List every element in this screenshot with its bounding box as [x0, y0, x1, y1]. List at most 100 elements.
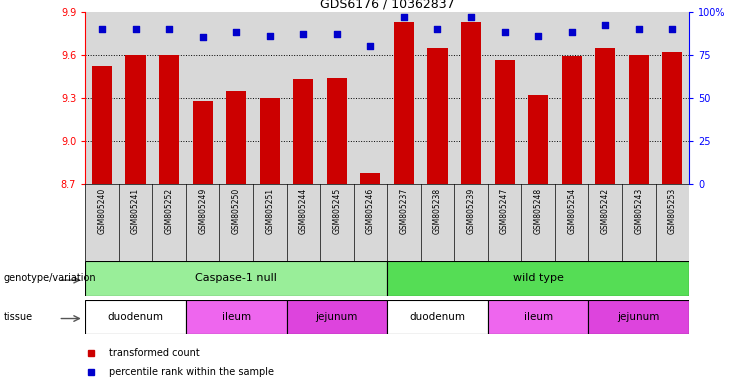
Bar: [628, 55, 649, 184]
Text: GSM805245: GSM805245: [333, 188, 342, 234]
Point: [96, 26, 108, 32]
Bar: [226, 91, 246, 184]
Bar: [360, 173, 380, 184]
Bar: [320, 12, 353, 184]
Bar: [421, 12, 454, 184]
Text: duodenum: duodenum: [410, 312, 465, 322]
Text: GSM805244: GSM805244: [299, 188, 308, 234]
Text: Caspase-1 null: Caspase-1 null: [196, 273, 277, 283]
Point: [196, 34, 208, 40]
Title: GDS6176 / 10362837: GDS6176 / 10362837: [320, 0, 454, 10]
Bar: [622, 12, 656, 184]
Point: [633, 26, 645, 32]
Bar: [488, 300, 588, 334]
Point: [465, 13, 477, 20]
Bar: [662, 52, 682, 184]
Text: percentile rank within the sample: percentile rank within the sample: [110, 367, 274, 377]
Bar: [461, 22, 481, 184]
Text: GSM805237: GSM805237: [399, 188, 408, 234]
Text: genotype/variation: genotype/variation: [4, 273, 96, 283]
Bar: [387, 12, 421, 184]
Bar: [327, 78, 347, 184]
Point: [666, 26, 678, 32]
Bar: [353, 184, 387, 261]
Bar: [119, 12, 153, 184]
Bar: [253, 12, 287, 184]
Text: GSM805242: GSM805242: [601, 188, 610, 234]
Bar: [259, 98, 280, 184]
Text: jejunum: jejunum: [316, 312, 358, 322]
Bar: [454, 184, 488, 261]
Bar: [428, 48, 448, 184]
Bar: [153, 12, 186, 184]
Text: GSM805243: GSM805243: [634, 188, 643, 234]
Text: GSM805250: GSM805250: [232, 188, 241, 234]
Bar: [287, 300, 387, 334]
Point: [264, 33, 276, 39]
Bar: [555, 12, 588, 184]
Bar: [253, 184, 287, 261]
Bar: [595, 48, 615, 184]
Point: [599, 22, 611, 28]
Text: ileum: ileum: [222, 312, 250, 322]
Text: GSM805247: GSM805247: [500, 188, 509, 234]
Point: [499, 29, 511, 35]
Point: [130, 26, 142, 32]
Point: [297, 31, 309, 37]
Bar: [85, 12, 119, 184]
Bar: [387, 184, 421, 261]
Bar: [186, 184, 219, 261]
Bar: [193, 101, 213, 184]
Bar: [287, 12, 320, 184]
Text: tissue: tissue: [4, 312, 33, 322]
Bar: [588, 184, 622, 261]
Bar: [85, 261, 387, 296]
Bar: [320, 184, 353, 261]
Bar: [159, 55, 179, 184]
Point: [398, 13, 410, 20]
Bar: [219, 184, 253, 261]
Text: GSM805241: GSM805241: [131, 188, 140, 234]
Bar: [394, 22, 414, 184]
Text: GSM805254: GSM805254: [567, 188, 576, 234]
Text: transformed count: transformed count: [110, 348, 200, 358]
Bar: [85, 300, 186, 334]
Text: GSM805246: GSM805246: [366, 188, 375, 234]
Point: [365, 43, 376, 49]
Text: ileum: ileum: [524, 312, 553, 322]
Bar: [85, 184, 119, 261]
Bar: [454, 12, 488, 184]
Bar: [219, 12, 253, 184]
Text: jejunum: jejunum: [617, 312, 660, 322]
Bar: [522, 12, 555, 184]
Bar: [287, 184, 320, 261]
Point: [163, 26, 175, 32]
Text: wild type: wild type: [513, 273, 564, 283]
Bar: [488, 12, 522, 184]
Point: [431, 26, 443, 32]
Bar: [186, 300, 287, 334]
Bar: [92, 66, 112, 184]
Bar: [293, 79, 313, 184]
Bar: [153, 184, 186, 261]
Bar: [522, 184, 555, 261]
Text: duodenum: duodenum: [107, 312, 164, 322]
Text: GSM805251: GSM805251: [265, 188, 274, 234]
Bar: [421, 184, 454, 261]
Text: GSM805249: GSM805249: [198, 188, 207, 234]
Bar: [528, 95, 548, 184]
Bar: [125, 55, 145, 184]
Text: GSM805252: GSM805252: [165, 188, 173, 234]
Text: GSM805253: GSM805253: [668, 188, 677, 234]
Point: [566, 29, 578, 35]
Bar: [622, 184, 656, 261]
Text: GSM805240: GSM805240: [98, 188, 107, 234]
Point: [532, 33, 544, 39]
Bar: [588, 300, 689, 334]
Bar: [387, 300, 488, 334]
Point: [230, 29, 242, 35]
Bar: [562, 56, 582, 184]
Bar: [588, 12, 622, 184]
Bar: [494, 60, 515, 184]
Text: GSM805238: GSM805238: [433, 188, 442, 234]
